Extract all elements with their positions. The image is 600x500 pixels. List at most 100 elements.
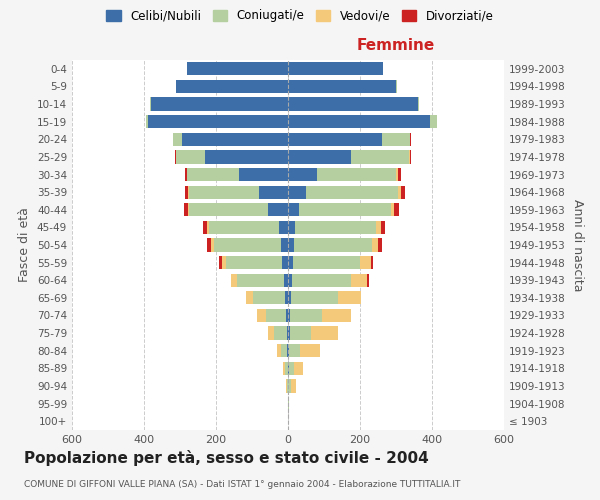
Bar xyxy=(239,168,288,181)
Bar xyxy=(288,150,351,164)
Bar xyxy=(401,186,405,198)
Bar xyxy=(184,203,188,216)
Bar xyxy=(351,150,409,164)
Bar xyxy=(380,221,385,234)
Text: Femmine: Femmine xyxy=(357,38,435,52)
Bar xyxy=(290,326,311,340)
Bar xyxy=(295,221,376,234)
Bar xyxy=(185,186,188,198)
Bar xyxy=(288,98,418,110)
Bar xyxy=(293,256,360,269)
Bar xyxy=(146,115,148,128)
Bar xyxy=(259,186,288,198)
Bar xyxy=(371,256,373,269)
Bar xyxy=(398,186,401,198)
Bar xyxy=(290,309,322,322)
Bar xyxy=(288,309,290,322)
Bar xyxy=(306,186,398,198)
Bar xyxy=(285,291,288,304)
Bar xyxy=(211,238,214,252)
Bar xyxy=(287,326,288,340)
Text: Popolazione per età, sesso e stato civile - 2004: Popolazione per età, sesso e stato civil… xyxy=(24,450,429,466)
Bar xyxy=(286,309,288,322)
Bar xyxy=(185,168,187,181)
Bar xyxy=(284,274,288,287)
Bar xyxy=(367,274,369,287)
Bar xyxy=(396,168,398,181)
Bar xyxy=(207,238,211,252)
Bar xyxy=(300,344,320,358)
Bar xyxy=(188,186,189,198)
Bar xyxy=(175,150,176,164)
Bar xyxy=(187,62,288,76)
Legend: Celibi/Nubili, Coniugati/e, Vedovi/e, Divorziati/e: Celibi/Nubili, Coniugati/e, Vedovi/e, Di… xyxy=(103,6,497,26)
Bar xyxy=(289,344,300,358)
Bar xyxy=(288,397,289,410)
Bar xyxy=(188,203,189,216)
Bar xyxy=(226,256,281,269)
Bar xyxy=(288,362,289,375)
Bar xyxy=(288,274,292,287)
Bar xyxy=(295,238,372,252)
Bar xyxy=(288,380,291,392)
Bar xyxy=(289,362,294,375)
Y-axis label: Anni di nascita: Anni di nascita xyxy=(571,198,584,291)
Bar xyxy=(394,203,398,216)
Bar xyxy=(189,186,259,198)
Y-axis label: Fasce di età: Fasce di età xyxy=(19,208,31,282)
Bar xyxy=(151,98,288,110)
Bar xyxy=(257,309,266,322)
Bar xyxy=(430,115,437,128)
Bar xyxy=(288,62,383,76)
Bar xyxy=(409,150,410,164)
Bar xyxy=(207,221,209,234)
Bar xyxy=(209,221,279,234)
Bar xyxy=(360,256,371,269)
Bar xyxy=(410,150,412,164)
Bar xyxy=(287,344,288,358)
Bar xyxy=(266,309,286,322)
Bar xyxy=(287,380,288,392)
Bar xyxy=(277,344,281,358)
Bar xyxy=(232,274,237,287)
Bar xyxy=(281,256,288,269)
Bar xyxy=(351,274,367,287)
Bar xyxy=(281,238,288,252)
Bar xyxy=(148,115,288,128)
Bar xyxy=(288,256,293,269)
Bar xyxy=(288,203,299,216)
Bar xyxy=(281,344,287,358)
Bar xyxy=(292,274,351,287)
Bar xyxy=(398,168,401,181)
Bar xyxy=(268,326,274,340)
Bar xyxy=(203,221,207,234)
Bar xyxy=(288,168,317,181)
Bar xyxy=(288,238,295,252)
Bar xyxy=(279,221,288,234)
Bar xyxy=(382,132,410,146)
Bar xyxy=(288,132,382,146)
Text: COMUNE DI GIFFONI VALLE PIANA (SA) - Dati ISTAT 1° gennaio 2004 - Elaborazione T: COMUNE DI GIFFONI VALLE PIANA (SA) - Dat… xyxy=(24,480,460,489)
Bar xyxy=(288,115,430,128)
Bar xyxy=(283,362,285,375)
Bar xyxy=(317,168,396,181)
Bar xyxy=(214,238,281,252)
Bar xyxy=(205,150,288,164)
Bar xyxy=(182,132,288,146)
Bar xyxy=(396,80,397,93)
Bar xyxy=(237,274,284,287)
Bar xyxy=(410,132,411,146)
Bar xyxy=(218,256,222,269)
Bar xyxy=(189,203,268,216)
Bar xyxy=(288,344,289,358)
Bar xyxy=(286,380,287,392)
Bar xyxy=(338,291,361,304)
Bar xyxy=(418,98,419,110)
Bar xyxy=(274,326,287,340)
Bar xyxy=(288,80,396,93)
Bar xyxy=(176,80,288,93)
Bar xyxy=(245,291,253,304)
Bar xyxy=(311,326,338,340)
Bar xyxy=(288,291,291,304)
Bar xyxy=(294,362,303,375)
